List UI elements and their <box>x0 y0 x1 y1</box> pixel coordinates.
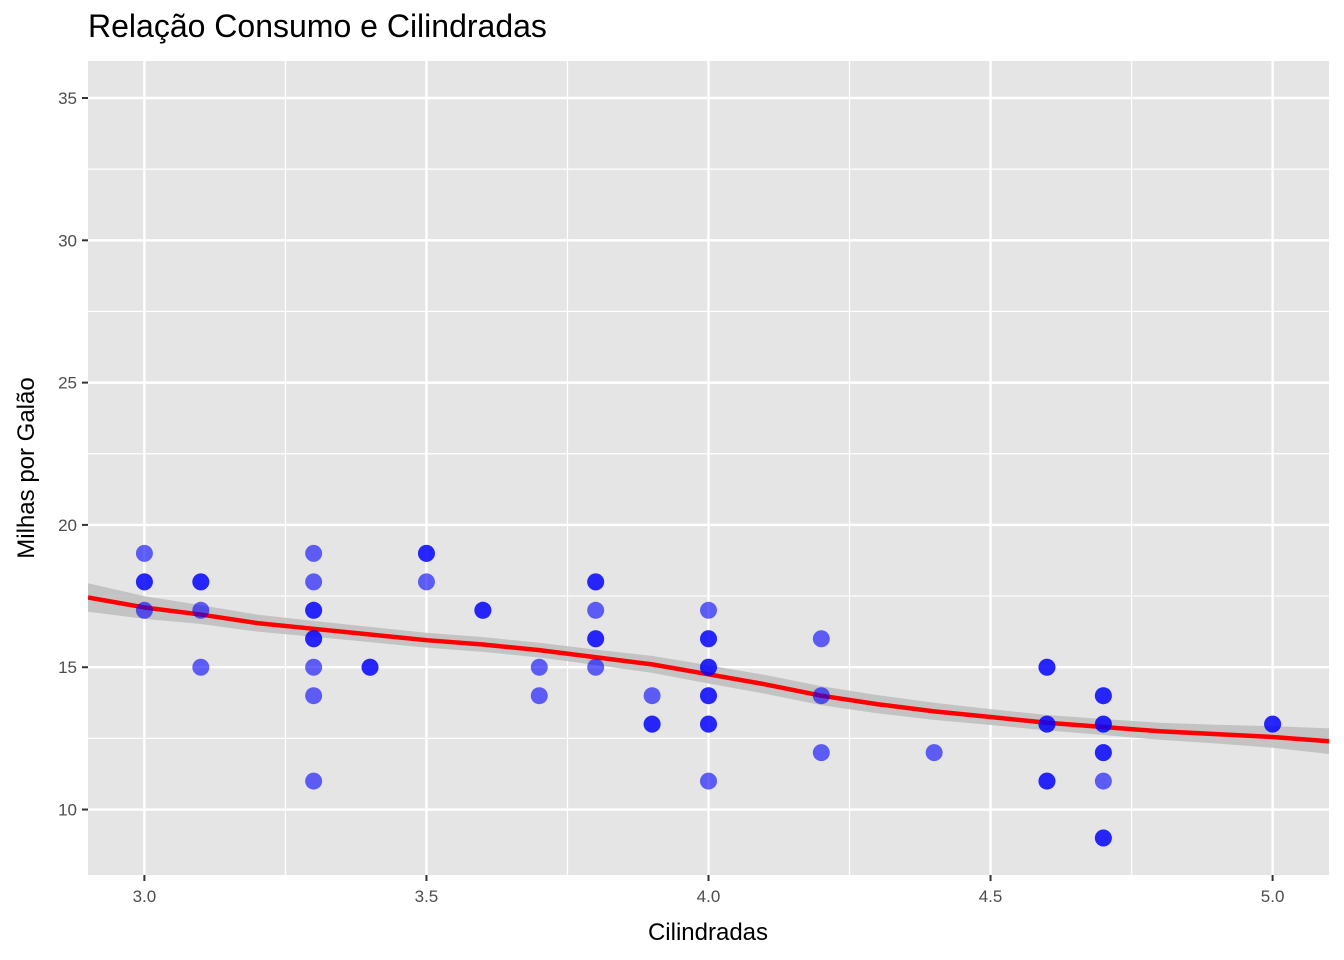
data-point <box>700 715 717 733</box>
data-point <box>925 744 943 762</box>
data-point <box>305 573 323 591</box>
data-point <box>1094 687 1112 705</box>
data-point <box>1038 658 1056 676</box>
data-point <box>192 658 210 676</box>
y-tick-label: 15 <box>58 658 77 677</box>
data-point <box>700 772 717 790</box>
data-point <box>587 630 605 648</box>
data-point <box>192 601 210 619</box>
x-tick-label: 3.0 <box>133 887 157 906</box>
y-axis-title: Milhas por Galão <box>13 377 40 558</box>
x-tick-label: 4.0 <box>697 887 721 906</box>
data-point <box>587 573 605 591</box>
data-point <box>700 687 717 705</box>
x-tick-label: 5.0 <box>1261 887 1285 906</box>
data-point <box>643 715 661 733</box>
data-point <box>643 687 661 705</box>
data-point <box>1038 715 1056 733</box>
chart-title: Relação Consumo e Cilindradas <box>88 8 547 44</box>
data-point <box>305 601 323 619</box>
data-point <box>305 544 323 562</box>
y-tick-label: 35 <box>58 89 77 108</box>
data-point <box>192 573 210 591</box>
data-point <box>135 601 153 619</box>
data-point <box>417 573 435 591</box>
data-point <box>1094 744 1112 762</box>
y-tick-label: 25 <box>58 374 77 393</box>
data-point <box>530 687 548 705</box>
data-point <box>700 601 717 619</box>
data-point <box>812 630 830 648</box>
data-point <box>474 601 492 619</box>
data-point <box>1038 772 1056 790</box>
data-point <box>812 744 830 762</box>
data-point <box>417 544 435 562</box>
data-point <box>305 687 323 705</box>
data-point <box>305 658 323 676</box>
data-point <box>361 658 379 676</box>
y-tick-label: 20 <box>58 516 77 535</box>
data-point <box>587 658 605 676</box>
x-axis-title: Cilindradas <box>648 919 768 946</box>
y-axis: 10 15 20 25 30 35 <box>58 89 88 820</box>
data-point <box>700 658 717 676</box>
x-axis: 3.0 3.5 4.0 4.5 5.0 <box>133 875 1285 906</box>
data-point <box>1094 772 1112 790</box>
data-point <box>135 573 153 591</box>
data-point <box>305 630 323 648</box>
x-tick-label: 3.5 <box>415 887 439 906</box>
data-point <box>1094 829 1112 847</box>
y-tick-label: 10 <box>58 801 77 820</box>
data-point <box>587 601 605 619</box>
data-point <box>530 658 548 676</box>
data-point <box>305 772 323 790</box>
data-point <box>1264 715 1282 733</box>
data-point <box>812 687 830 705</box>
y-tick-label: 30 <box>58 231 77 250</box>
data-point <box>700 630 717 648</box>
data-point <box>1094 715 1112 733</box>
x-tick-label: 4.5 <box>979 887 1003 906</box>
data-point <box>135 544 153 562</box>
points-layer <box>135 544 1282 847</box>
